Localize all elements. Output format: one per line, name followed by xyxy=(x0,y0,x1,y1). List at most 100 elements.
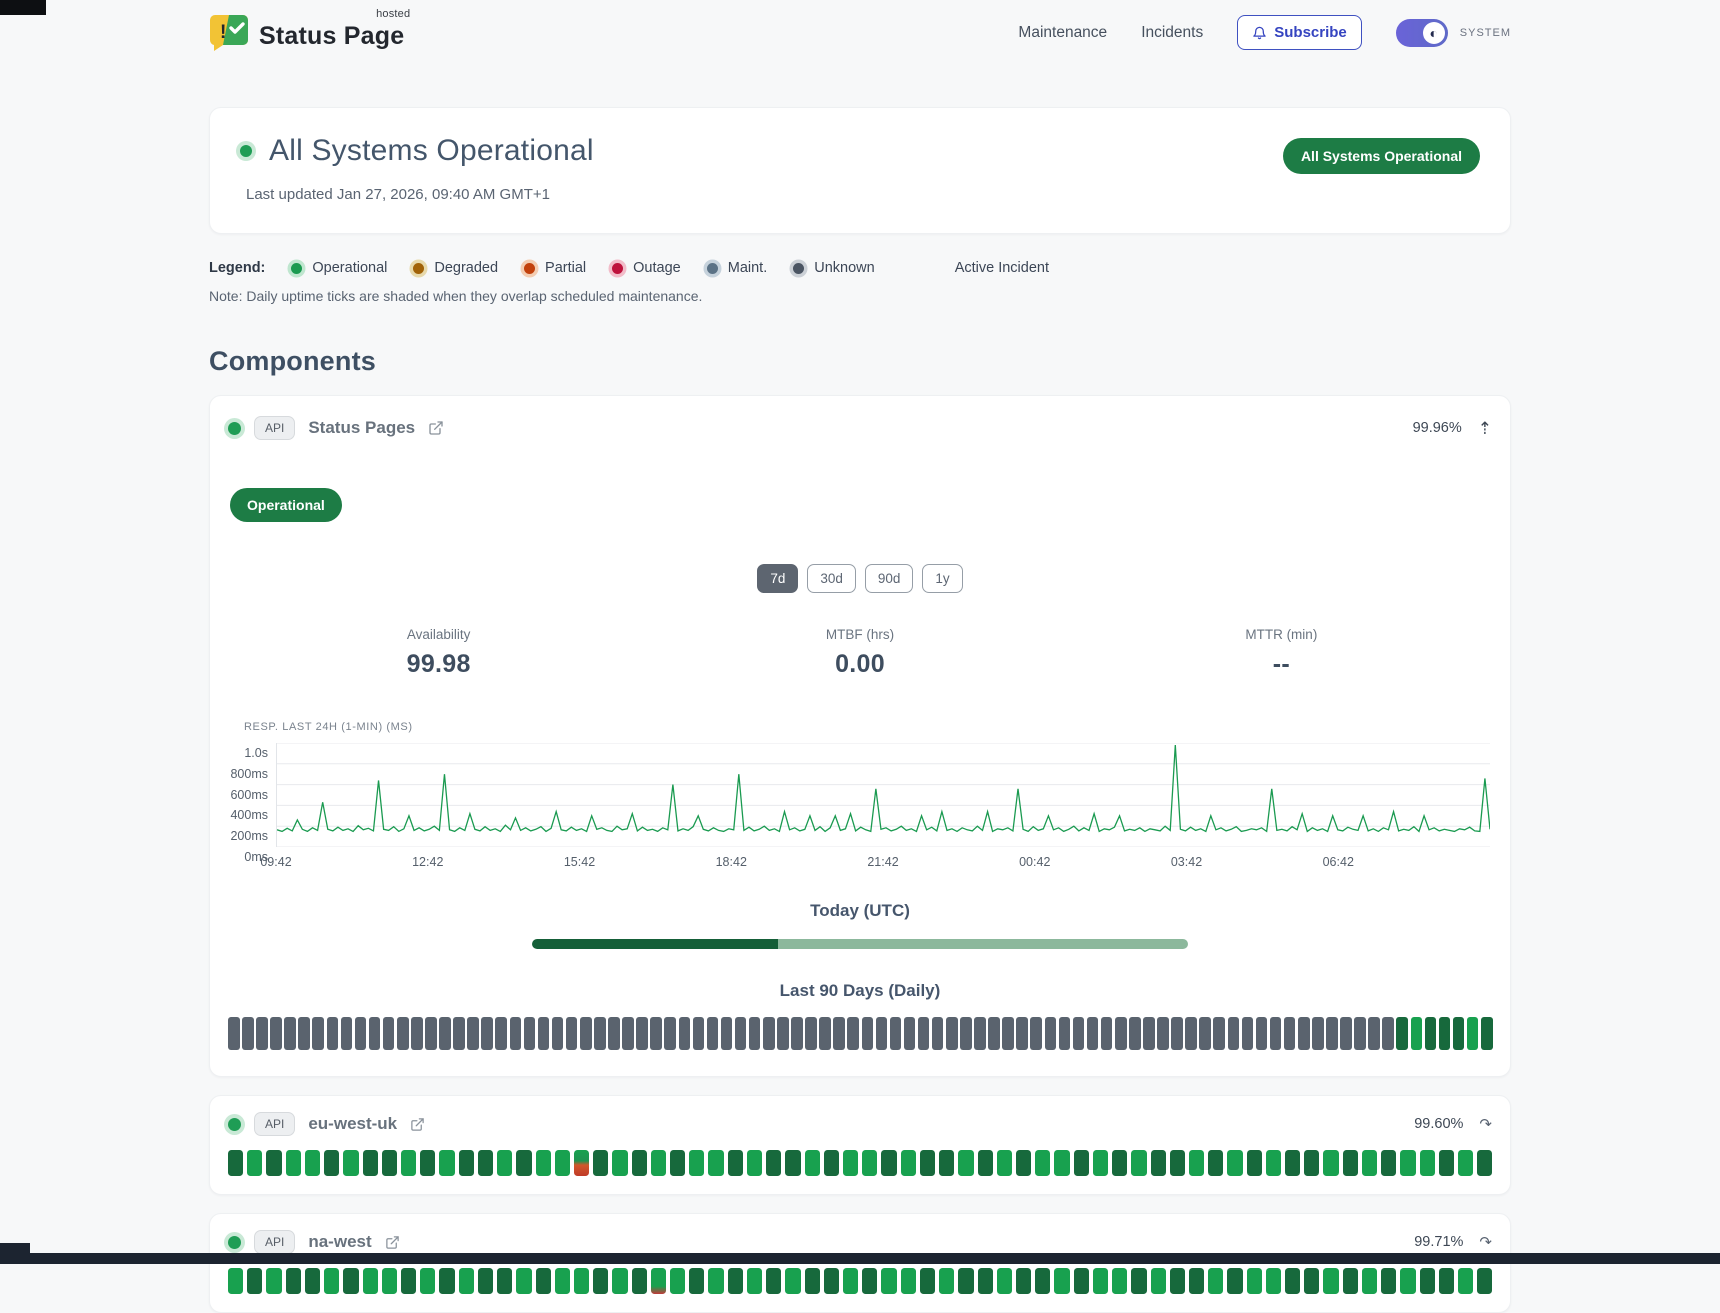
uptime-tick-day[interactable] xyxy=(247,1268,263,1294)
collapse-icon[interactable]: ⇡ xyxy=(1477,418,1492,438)
uptime-tick-day[interactable] xyxy=(343,1268,359,1294)
uptime-tick-day[interactable] xyxy=(1400,1268,1416,1294)
uptime-tick-day[interactable] xyxy=(939,1268,955,1294)
uptime-tick-day[interactable] xyxy=(516,1150,532,1176)
uptime-tick-day[interactable] xyxy=(1419,1268,1435,1294)
uptime-tick-day[interactable] xyxy=(228,1268,244,1294)
uptime-tick-day[interactable] xyxy=(1269,1017,1282,1050)
uptime-tick-day[interactable] xyxy=(1312,1017,1324,1050)
external-link-icon[interactable] xyxy=(428,420,444,436)
uptime-tick-day[interactable] xyxy=(1227,1150,1243,1176)
uptime-tick-day[interactable] xyxy=(1438,1268,1454,1294)
uptime-tick-day[interactable] xyxy=(958,1150,974,1176)
uptime-tick-day[interactable] xyxy=(746,1150,763,1176)
uptime-tick-day[interactable] xyxy=(266,1268,282,1294)
uptime-tick-day[interactable] xyxy=(608,1017,620,1050)
uptime-tick-day[interactable] xyxy=(228,1017,240,1050)
uptime-tick-day[interactable] xyxy=(727,1268,743,1294)
uptime-tick-day[interactable] xyxy=(497,1268,513,1294)
uptime-tick-day[interactable] xyxy=(977,1150,993,1176)
uptime-tick-day[interactable] xyxy=(326,1017,339,1050)
uptime-tick-day[interactable] xyxy=(1030,1017,1043,1050)
uptime-tick-day[interactable] xyxy=(1354,1017,1366,1050)
uptime-tick-day[interactable] xyxy=(1100,1017,1113,1050)
uptime-tick-day[interactable] xyxy=(939,1150,955,1176)
uptime-tick-day[interactable] xyxy=(495,1017,508,1050)
uptime-tick-day[interactable] xyxy=(477,1268,494,1294)
uptime-tick-day[interactable] xyxy=(1112,1150,1128,1176)
uptime-tick-day[interactable] xyxy=(900,1268,916,1294)
uptime-tick-day[interactable] xyxy=(1185,1017,1197,1050)
uptime-tick-day[interactable] xyxy=(1458,1150,1474,1176)
uptime-tick-day[interactable] xyxy=(974,1017,986,1050)
uptime-tick-day[interactable] xyxy=(881,1268,897,1294)
uptime-tick-day[interactable] xyxy=(977,1268,993,1294)
uptime-tick-day[interactable] xyxy=(1199,1017,1211,1050)
uptime-tick-day[interactable] xyxy=(1131,1150,1147,1176)
nav-incidents[interactable]: Incidents xyxy=(1141,23,1204,41)
uptime-tick-day[interactable] xyxy=(945,1017,958,1050)
uptime-tick-day[interactable] xyxy=(762,1017,775,1050)
expand-icon[interactable]: ↷ xyxy=(1479,1115,1492,1133)
uptime-tick-day[interactable] xyxy=(1143,1017,1155,1050)
uptime-tick-day[interactable] xyxy=(1016,1017,1028,1050)
uptime-tick-day[interactable] xyxy=(396,1017,409,1050)
uptime-tick-day[interactable] xyxy=(537,1017,550,1050)
uptime-tick-day[interactable] xyxy=(1246,1268,1262,1294)
uptime-tick-day[interactable] xyxy=(1396,1017,1409,1050)
uptime-tick-day[interactable] xyxy=(266,1150,282,1176)
uptime-tick-day[interactable] xyxy=(324,1268,340,1294)
uptime-tick-day[interactable] xyxy=(1283,1017,1296,1050)
uptime-tick-day[interactable] xyxy=(1452,1017,1465,1050)
uptime-tick-day[interactable] xyxy=(996,1150,1012,1176)
uptime-tick-day[interactable] xyxy=(960,1017,972,1050)
uptime-tick-day[interactable] xyxy=(833,1017,845,1050)
uptime-tick-day[interactable] xyxy=(785,1150,801,1176)
uptime-tick-day[interactable] xyxy=(1073,1268,1089,1294)
uptime-tick-day[interactable] xyxy=(823,1150,839,1176)
uptime-tick-day[interactable] xyxy=(670,1150,686,1176)
uptime-tick-day[interactable] xyxy=(1208,1268,1224,1294)
uptime-tick-day[interactable] xyxy=(612,1150,628,1176)
uptime-tick-day[interactable] xyxy=(706,1017,719,1050)
uptime-tick-day[interactable] xyxy=(304,1268,321,1294)
uptime-tick-day[interactable] xyxy=(312,1017,325,1050)
uptime-tick-day[interactable] xyxy=(1480,1017,1493,1050)
uptime-tick-day[interactable] xyxy=(843,1150,859,1176)
uptime-tick-day[interactable] xyxy=(1304,1150,1320,1176)
uptime-tick-day[interactable] xyxy=(1297,1017,1310,1050)
uptime-tick-day[interactable] xyxy=(1255,1017,1268,1050)
expand-icon[interactable]: ↷ xyxy=(1479,1233,1492,1251)
uptime-tick-day[interactable] xyxy=(554,1268,570,1294)
uptime-tick-day[interactable] xyxy=(285,1150,301,1176)
uptime-tick-day[interactable] xyxy=(453,1017,465,1050)
uptime-tick-day[interactable] xyxy=(535,1268,551,1294)
uptime-tick-day[interactable] xyxy=(362,1150,378,1176)
uptime-tick-day[interactable] xyxy=(1169,1150,1185,1176)
uptime-tick-day[interactable] xyxy=(881,1150,897,1176)
uptime-tick-day[interactable] xyxy=(631,1150,647,1176)
uptime-tick-day[interactable] xyxy=(612,1268,628,1294)
uptime-tick-day[interactable] xyxy=(748,1017,761,1050)
uptime-tick-day[interactable] xyxy=(622,1017,634,1050)
uptime-tick-day[interactable] xyxy=(1035,1268,1051,1294)
uptime-tick-day[interactable] xyxy=(1188,1268,1205,1294)
uptime-tick-day[interactable] xyxy=(284,1017,296,1050)
uptime-tick-day[interactable] xyxy=(285,1268,301,1294)
uptime-tick-day[interactable] xyxy=(1246,1150,1262,1176)
uptime-tick-day[interactable] xyxy=(324,1150,340,1176)
uptime-tick-day[interactable] xyxy=(362,1268,378,1294)
uptime-tick-day[interactable] xyxy=(650,1268,667,1294)
uptime-tick-day[interactable] xyxy=(1361,1150,1378,1176)
uptime-tick-day[interactable] xyxy=(650,1017,662,1050)
uptime-tick-day[interactable] xyxy=(467,1017,479,1050)
uptime-tick-day[interactable] xyxy=(458,1268,474,1294)
uptime-tick-day[interactable] xyxy=(1015,1268,1032,1294)
uptime-tick-day[interactable] xyxy=(400,1268,417,1294)
uptime-tick-day[interactable] xyxy=(1073,1150,1089,1176)
uptime-tick-day[interactable] xyxy=(304,1150,321,1176)
uptime-tick-day[interactable] xyxy=(1323,1150,1339,1176)
uptime-tick-day[interactable] xyxy=(1150,1268,1166,1294)
uptime-tick-day[interactable] xyxy=(242,1017,254,1050)
uptime-tick-day[interactable] xyxy=(1150,1150,1166,1176)
